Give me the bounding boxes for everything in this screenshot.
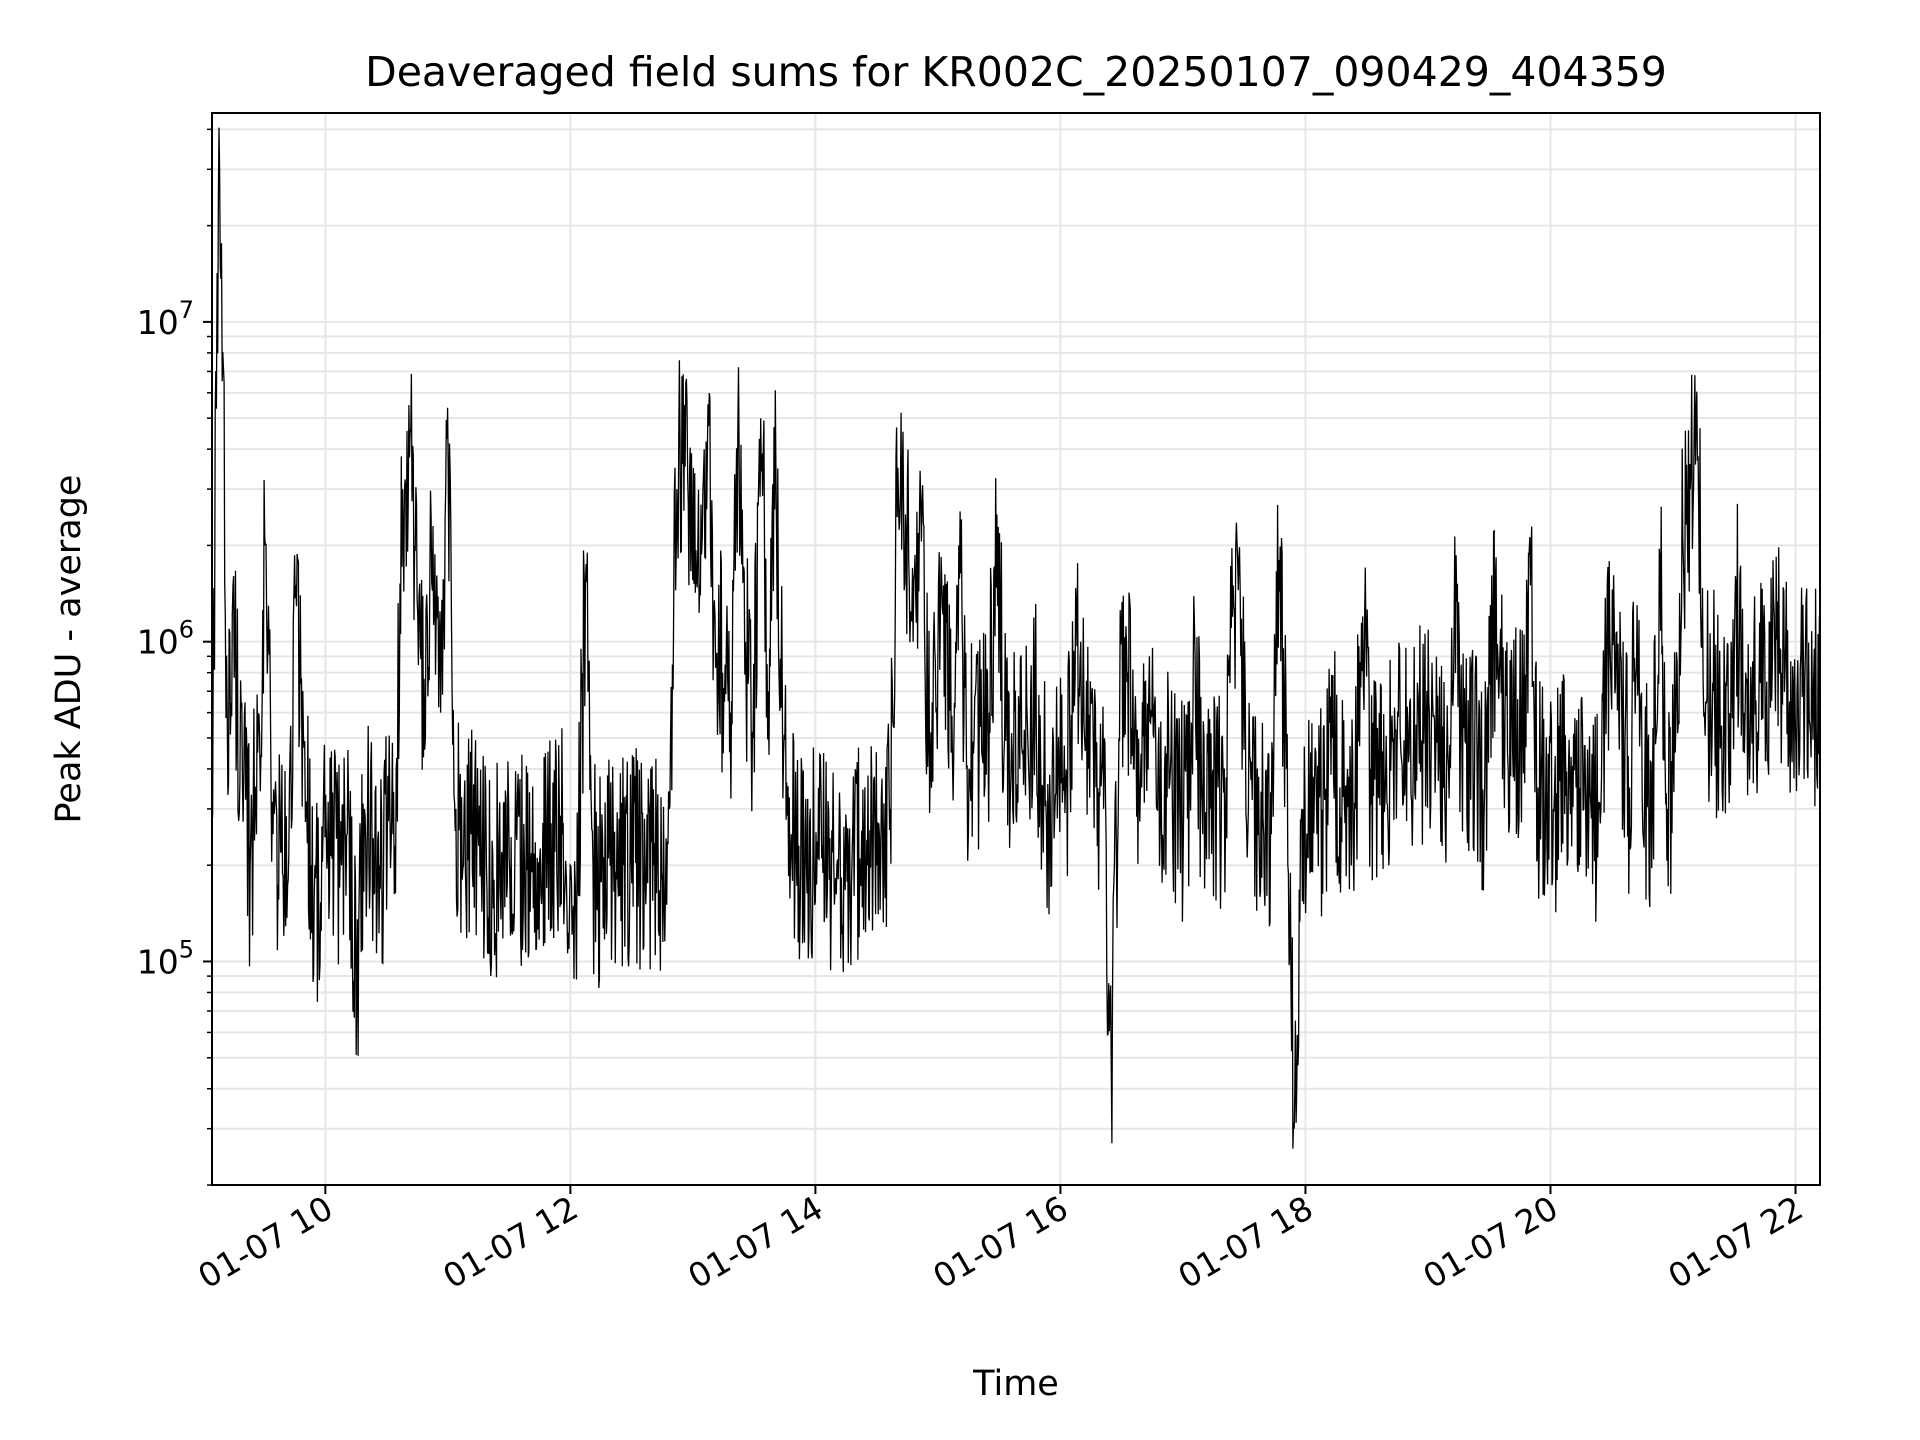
- y-axis-label: Peak ADU - average: [49, 475, 89, 824]
- y-tick-base: 10: [137, 942, 179, 981]
- y-tick-exponent: 6: [179, 616, 194, 644]
- y-tick-base: 10: [137, 303, 179, 342]
- series-line: [211, 127, 1821, 1149]
- series-layer: [211, 127, 1821, 1149]
- y-tick-exponent: 7: [179, 296, 194, 324]
- x-axis-label: Time: [972, 1364, 1059, 1404]
- y-tick-label: 106: [137, 616, 194, 662]
- y-tick-label: 107: [137, 296, 194, 342]
- y-tick-base: 10: [137, 623, 179, 662]
- y-tick-label: 105: [137, 935, 194, 981]
- plot-frame: [211, 112, 1821, 1186]
- y-tick-exponent: 5: [179, 935, 194, 963]
- chart-title: Deaveraged field sums for KR002C_2025010…: [365, 48, 1667, 96]
